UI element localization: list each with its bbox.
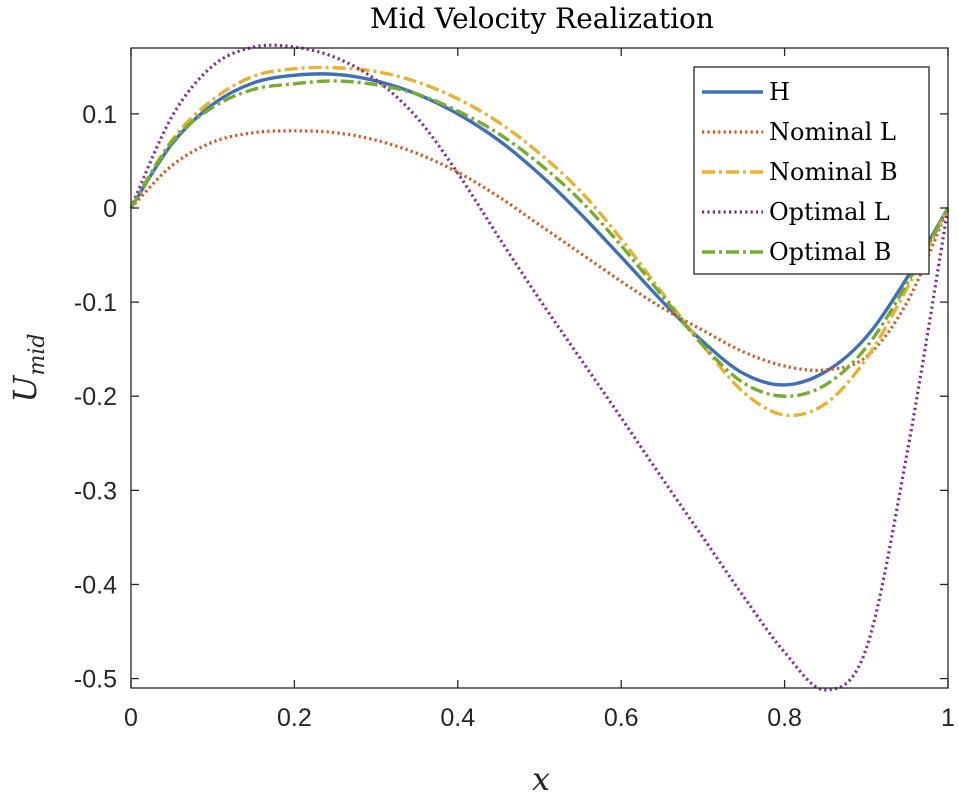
svg-text:Umid: Umid <box>6 334 50 403</box>
y-tick-label: -0.2 <box>74 383 117 411</box>
legend-label-optimal-l: Optimal L <box>769 198 890 226</box>
y-axis-label-subscript: mid <box>25 334 50 376</box>
series-line-h <box>129 72 950 387</box>
x-axis-ticks: 0 0.2 0.4 0.6 0.8 1 <box>124 48 955 732</box>
y-tick-label: -0.1 <box>74 289 117 317</box>
y-tick-label: -0.3 <box>74 477 117 505</box>
series-line-optimal-l <box>129 43 950 692</box>
legend-label-nominal-l: Nominal L <box>769 118 896 146</box>
chart-title: Mid Velocity Realization <box>370 2 714 35</box>
y-tick-label: 0 <box>103 195 117 223</box>
series-line-nominal-b <box>129 65 950 418</box>
plot-frame <box>130 47 949 689</box>
legend-label-optimal-b: Optimal B <box>769 238 891 266</box>
y-tick-label: -0.5 <box>74 666 117 694</box>
x-tick-label: 0.4 <box>440 704 475 732</box>
legend-label-nominal-b: Nominal B <box>769 158 898 186</box>
series-line-optimal-b <box>129 79 950 398</box>
legend: H Nominal L Nominal B Optimal L Optimal B <box>693 66 930 275</box>
y-axis-label-main: U <box>6 374 44 402</box>
y-tick-label: -0.4 <box>74 571 117 599</box>
x-tick-label: 0 <box>124 704 138 732</box>
legend-label-h: H <box>769 78 790 106</box>
y-axis-ticks: 0.1 0 -0.1 -0.2 -0.3 -0.4 -0.5 <box>74 101 948 694</box>
x-tick-label: 1 <box>941 704 955 732</box>
x-axis-label: x <box>532 760 550 795</box>
y-tick-label: 0.1 <box>82 101 117 129</box>
x-tick-label: 0.6 <box>604 704 639 732</box>
x-tick-label: 0.2 <box>277 704 312 732</box>
y-axis-label: Umid <box>6 334 50 403</box>
x-tick-label: 0.8 <box>767 704 802 732</box>
series-layer <box>129 43 950 692</box>
series-line-nominal-l <box>129 129 950 372</box>
